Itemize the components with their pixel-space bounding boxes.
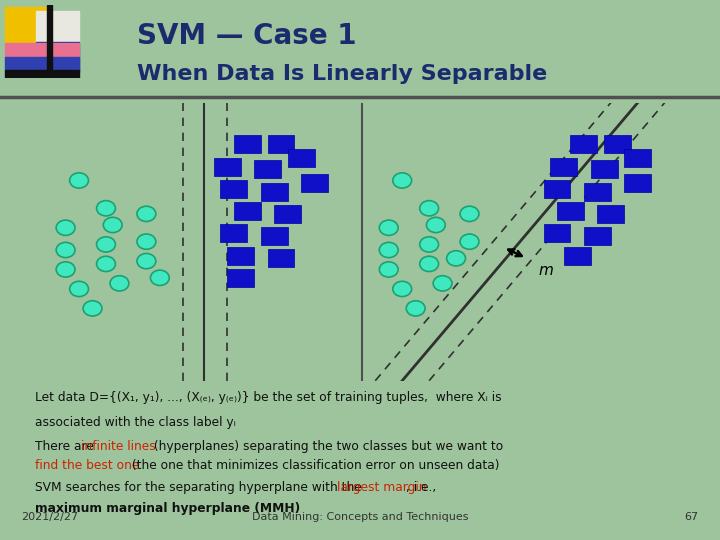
Bar	[557, 202, 584, 220]
Text: (the one that minimizes classification error on unseen data): (the one that minimizes classification e…	[127, 459, 499, 472]
Bar	[36, 11, 79, 48]
Bar	[220, 224, 248, 242]
Bar	[36, 42, 79, 72]
Ellipse shape	[406, 301, 425, 316]
Text: 2021/2/27: 2021/2/27	[22, 512, 78, 522]
Bar	[228, 247, 254, 265]
Bar	[268, 249, 294, 267]
Ellipse shape	[420, 201, 438, 216]
Ellipse shape	[420, 237, 438, 252]
Ellipse shape	[446, 251, 465, 266]
Text: maximum marginal hyperplane (MMH): maximum marginal hyperplane (MMH)	[35, 502, 300, 515]
Bar	[214, 158, 240, 176]
Ellipse shape	[96, 256, 115, 272]
Ellipse shape	[56, 262, 75, 277]
Ellipse shape	[56, 220, 75, 235]
Ellipse shape	[137, 253, 156, 269]
Bar	[624, 149, 652, 167]
Ellipse shape	[433, 276, 452, 291]
Ellipse shape	[393, 281, 412, 296]
Bar	[584, 183, 611, 201]
Bar	[584, 227, 611, 245]
Bar	[47, 5, 53, 78]
Text: SVM — Case 1: SVM — Case 1	[137, 22, 356, 50]
Text: (hyperplanes) separating the two classes but we want to: (hyperplanes) separating the two classes…	[150, 440, 503, 453]
Ellipse shape	[103, 217, 122, 233]
Bar	[544, 224, 570, 242]
Text: When Data Is Linearly Separable: When Data Is Linearly Separable	[137, 64, 547, 84]
Ellipse shape	[393, 173, 412, 188]
Bar	[598, 205, 624, 223]
Bar	[288, 149, 315, 167]
Ellipse shape	[70, 173, 89, 188]
Ellipse shape	[460, 206, 479, 221]
Bar	[234, 202, 261, 220]
Bar	[624, 174, 652, 192]
Ellipse shape	[96, 201, 115, 216]
Text: m: m	[538, 262, 553, 278]
Text: , i.e.,: , i.e.,	[405, 481, 436, 494]
Bar	[268, 136, 294, 153]
Bar	[604, 136, 631, 153]
Text: associated with the class label yᵢ: associated with the class label yᵢ	[35, 416, 236, 429]
Ellipse shape	[379, 262, 398, 277]
Bar	[590, 160, 618, 178]
Ellipse shape	[460, 234, 479, 249]
Bar	[274, 205, 301, 223]
Bar	[301, 174, 328, 192]
Ellipse shape	[379, 242, 398, 258]
Bar	[220, 180, 248, 198]
Bar	[254, 160, 281, 178]
Text: 67: 67	[684, 512, 698, 522]
Ellipse shape	[137, 234, 156, 249]
Text: largest margin: largest margin	[337, 481, 426, 494]
Ellipse shape	[70, 281, 89, 296]
Bar	[6, 57, 79, 70]
Ellipse shape	[96, 237, 115, 252]
Ellipse shape	[56, 242, 75, 258]
Bar	[228, 269, 254, 287]
Bar	[6, 43, 79, 56]
Text: SVM searches for the separating hyperplane with the: SVM searches for the separating hyperpla…	[35, 481, 366, 494]
Bar	[234, 136, 261, 153]
Bar	[261, 227, 288, 245]
Ellipse shape	[426, 217, 445, 233]
Text: Data Mining: Concepts and Techniques: Data Mining: Concepts and Techniques	[252, 512, 468, 522]
Text: find the best one: find the best one	[35, 459, 140, 472]
Text: There are: There are	[35, 440, 98, 453]
Bar	[550, 158, 577, 176]
Ellipse shape	[110, 276, 129, 291]
Bar	[261, 183, 288, 201]
Ellipse shape	[137, 206, 156, 221]
Bar	[564, 247, 590, 265]
Bar	[544, 180, 570, 198]
Text: Let data D={(X₁, y₁), ..., (X₍ₑ₎, y₍ₑ₎)} be the set of training tuples,  where X: Let data D={(X₁, y₁), ..., (X₍ₑ₎, y₍ₑ₎)}…	[35, 391, 502, 404]
Text: infinite lines: infinite lines	[81, 440, 156, 453]
Bar	[570, 136, 598, 153]
Bar	[6, 70, 79, 78]
Ellipse shape	[150, 270, 169, 286]
Ellipse shape	[420, 256, 438, 272]
Bar	[6, 7, 48, 43]
Ellipse shape	[379, 220, 398, 235]
Ellipse shape	[83, 301, 102, 316]
